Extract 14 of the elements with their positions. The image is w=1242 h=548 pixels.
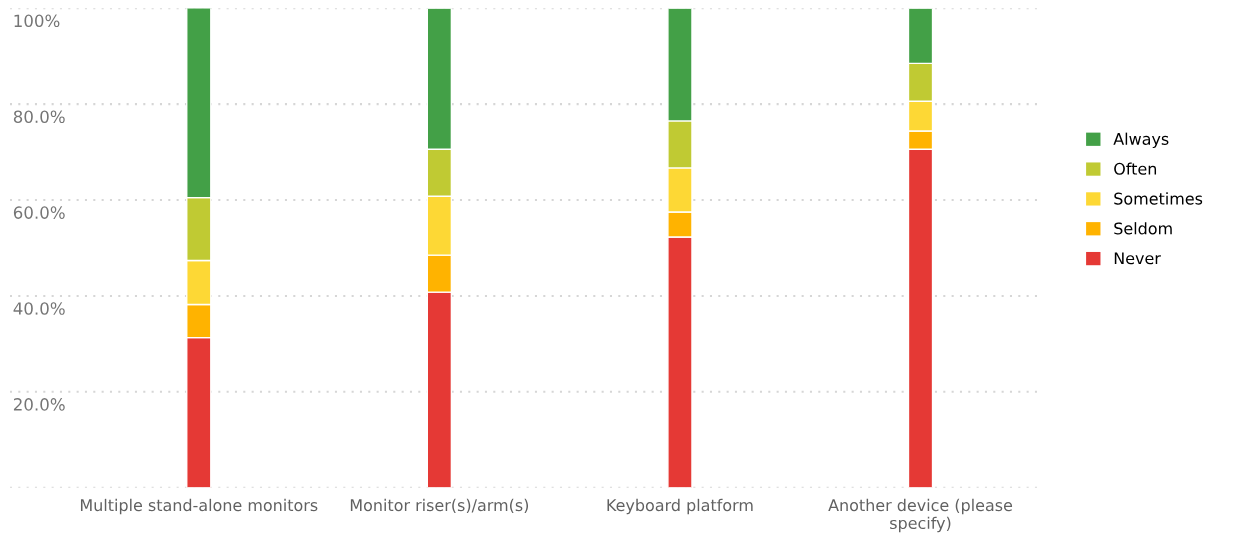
y-tick-label: 100% <box>14 14 60 28</box>
legend-label: Never <box>1114 252 1161 265</box>
legend-label: Sometimes <box>1114 192 1203 205</box>
x-tick-label: Multiple stand-alone monitors <box>80 498 318 515</box>
y-tick-label: 80.0% <box>13 110 65 124</box>
x-tick-label: Another device (please specify) <box>828 498 1013 533</box>
y-tick-label: 60.0% <box>13 206 65 219</box>
legend-label: Seldom <box>1114 222 1172 235</box>
y-tick-label: 40.0% <box>13 302 65 315</box>
legend-label: Always <box>1113 132 1169 149</box>
x-tick-label: Monitor riser(s)/arm(s) <box>350 498 529 514</box>
y-tick-label: 20.0% <box>13 398 65 411</box>
legend-label: Often <box>1114 162 1157 175</box>
x-tick-label: Keyboard platform <box>607 498 753 515</box>
